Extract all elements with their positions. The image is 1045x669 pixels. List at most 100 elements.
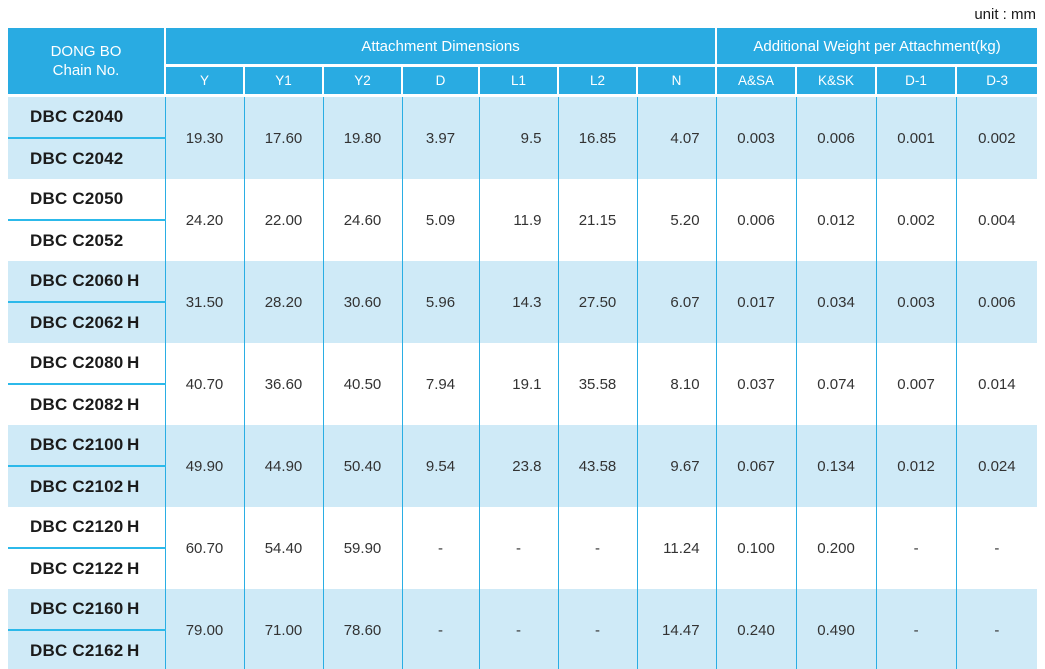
col-header-a-sa: A&SA	[715, 64, 797, 97]
value-cell: -	[478, 589, 558, 669]
value-cell: 8.10	[636, 343, 717, 425]
value-cell: 9.54	[401, 425, 479, 507]
value-cell: 11.24	[636, 507, 717, 589]
value-cell: 5.96	[401, 261, 479, 343]
value-cell: 4.07	[636, 95, 717, 179]
value-cell: 40.50	[322, 343, 402, 425]
value-cell: 21.15	[557, 179, 637, 261]
section-header-dimensions: Attachment Dimensions	[163, 28, 717, 67]
value-cell: 0.012	[875, 425, 957, 507]
value-cell: 0.024	[955, 425, 1038, 507]
value-cell: -	[401, 589, 479, 669]
value-cell: 35.58	[557, 343, 637, 425]
value-cell: -	[955, 589, 1038, 669]
col-header-y1: Y1	[243, 64, 323, 97]
value-cell: 19.30	[164, 95, 244, 179]
value-cell: 71.00	[243, 589, 323, 669]
chain-no-header-line2: Chain No.	[52, 62, 120, 79]
chain-cell: DBC C2162 H	[8, 630, 165, 669]
value-cell: 24.20	[164, 179, 244, 261]
value-cell: 5.20	[636, 179, 717, 261]
chain-cell: DBC C2080 H	[8, 343, 165, 385]
col-header-d-3: D-3	[955, 64, 1038, 97]
table-row: DBC C2102 H	[8, 466, 1037, 507]
col-header-y2: Y2	[322, 64, 402, 97]
value-cell: 0.034	[795, 261, 877, 343]
table-body: DBC C2040 19.30 17.60 19.80 3.97 9.5 16.85 4.07…	[8, 95, 1038, 669]
value-cell: -	[557, 507, 637, 589]
value-cell: 7.94	[401, 343, 479, 425]
value-cell: -	[557, 589, 637, 669]
value-cell: 44.90	[243, 425, 323, 507]
table-row: DBC C2040 19.30 17.60 19.80 3.97 9.5 16.85 4.07…	[8, 95, 1038, 179]
table-row: DBC C2042	[8, 138, 1037, 179]
table-row: DBC C2080 H 40.70 36.60 40.50 7.94 19.1 35.58 8…	[8, 343, 1038, 425]
chain-cell: DBC C2052	[30, 231, 124, 250]
value-cell: 0.067	[715, 425, 797, 507]
value-cell: 0.003	[715, 95, 797, 179]
value-cell: 27.50	[557, 261, 637, 343]
col-header-y: Y	[164, 64, 244, 97]
column-header-row: Y Y1 Y2 D L1 L2 N A&SA K&SK D-1 D-3	[8, 64, 1038, 97]
value-cell: 24.60	[322, 179, 402, 261]
value-cell: 0.017	[715, 261, 797, 343]
value-cell: 60.70	[164, 507, 244, 589]
value-cell: -	[401, 507, 479, 589]
value-cell: 36.60	[243, 343, 323, 425]
value-cell: 59.90	[322, 507, 402, 589]
value-cell: 78.60	[322, 589, 402, 669]
chain-cell: DBC C2060 H	[8, 261, 165, 303]
value-cell: 23.8	[478, 425, 558, 507]
value-cell: 9.5	[478, 95, 558, 179]
value-cell: 0.240	[715, 589, 797, 669]
col-header-d: D	[401, 64, 479, 97]
value-cell: -	[875, 589, 957, 669]
table-row: DBC C2082 H	[8, 384, 1037, 425]
section-header-weight: Additional Weight per Attachment(kg)	[715, 28, 1038, 67]
value-cell: 0.002	[955, 95, 1038, 179]
value-cell: 28.20	[243, 261, 323, 343]
chain-cell: DBC C2160 H	[8, 589, 165, 631]
value-cell: 17.60	[243, 95, 323, 179]
value-cell: 19.1	[478, 343, 558, 425]
unit-label: unit : mm	[974, 6, 1036, 23]
chain-cell: DBC C2062 H	[8, 302, 165, 343]
table-row: DBC C2052	[8, 220, 1037, 261]
chain-no-header-line1: DONG BO	[50, 42, 122, 60]
col-header-l2: L2	[557, 64, 637, 97]
value-cell: 0.037	[715, 343, 797, 425]
value-cell: 3.97	[401, 95, 479, 179]
value-cell: 0.134	[795, 425, 877, 507]
col-header-l1: L1	[478, 64, 558, 97]
value-cell: 0.006	[795, 95, 877, 179]
value-cell: 30.60	[322, 261, 402, 343]
table-row: DBC C2062 H	[8, 302, 1037, 343]
value-cell: 43.58	[557, 425, 637, 507]
chain-no-header: DONG BO Chain No.	[8, 28, 166, 97]
value-cell: 5.09	[401, 179, 479, 261]
value-cell: 0.004	[955, 179, 1038, 261]
value-cell: -	[955, 507, 1038, 589]
chain-cell: DBC C2102 H	[8, 466, 165, 507]
value-cell: 0.003	[875, 261, 957, 343]
value-cell: 14.3	[478, 261, 558, 343]
chain-cell: DBC C2042	[8, 138, 165, 179]
table-row: DBC C2120 H 60.70 54.40 59.90- - -11.24 0.100 0…	[8, 507, 1038, 589]
table-row: DBC C2160 H 79.00 71.00 78.60- - -14.47 0.240 0…	[8, 589, 1038, 669]
chain-cell: DBC C2100 H	[8, 425, 165, 467]
attachment-spec-table: DONG BO Chain No. Attachment Dimensions …	[8, 28, 1038, 669]
chain-cell: DBC C2050	[8, 179, 165, 221]
value-cell: 19.80	[322, 95, 402, 179]
value-cell: 0.002	[875, 179, 957, 261]
section-header-row: DONG BO Chain No. Attachment Dimensions …	[8, 28, 1038, 97]
value-cell: 40.70	[164, 343, 244, 425]
value-cell: 9.67	[636, 425, 717, 507]
value-cell: 0.100	[715, 507, 797, 589]
chain-cell: DBC C2082 H	[30, 395, 140, 414]
value-cell: 31.50	[164, 261, 244, 343]
table-header: DONG BO Chain No. Attachment Dimensions …	[8, 28, 1038, 97]
value-cell: -	[875, 507, 957, 589]
value-cell: 0.007	[875, 343, 957, 425]
value-cell: 0.490	[795, 589, 877, 669]
